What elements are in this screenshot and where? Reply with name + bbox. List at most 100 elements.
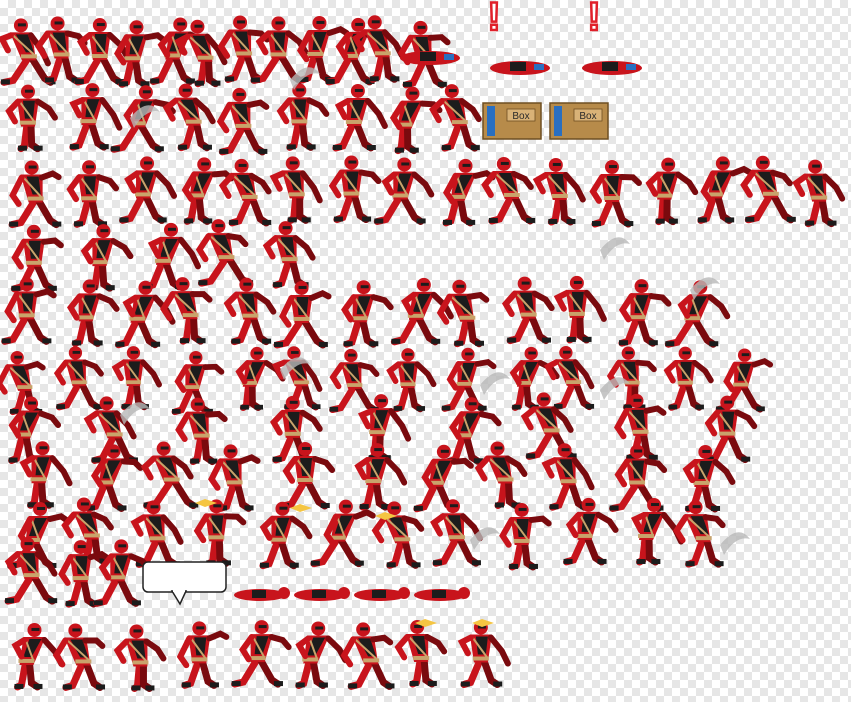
- ninja-sprite: [673, 500, 726, 568]
- muzzle-flash: [472, 619, 494, 627]
- ninja-sprite: [235, 346, 286, 411]
- ninja-sprite: [296, 15, 350, 84]
- ninja-sprite: [19, 441, 73, 509]
- ninja-sprite: [457, 620, 511, 689]
- ninja-sprite: [5, 84, 58, 153]
- ninja-sprite: [162, 83, 216, 152]
- ninja-sprite: [1, 277, 57, 345]
- ninja-sprite: [110, 85, 176, 153]
- ninja-sprite: [351, 15, 405, 83]
- ninja-sprite: [341, 280, 394, 348]
- ninja-sprite: [259, 501, 313, 570]
- slash-effect: [470, 527, 500, 550]
- box-label: Box: [512, 111, 529, 122]
- ninja-sprite: [270, 395, 323, 464]
- ninja-sprite: [269, 156, 323, 224]
- ninja-sprite: [442, 158, 496, 227]
- ninja-sprite: [10, 224, 64, 293]
- ninja-sprite: [279, 441, 336, 510]
- ninja-sprite: [389, 86, 443, 155]
- ninja-knockdown-sprite: [490, 61, 550, 75]
- ninja-sprite: [8, 160, 62, 229]
- ninja-sprite: [160, 277, 213, 345]
- ninja-sprite: [329, 348, 380, 414]
- ninja-sprite: [208, 444, 261, 512]
- ninja-sprite: [413, 444, 474, 513]
- ninja-sprite: [543, 346, 595, 411]
- ninja-sprite: [85, 444, 144, 512]
- ninja-sprite: [295, 621, 349, 690]
- ninja-sprite: [175, 397, 228, 466]
- slash-effect: [120, 402, 150, 425]
- ninja-sprite: [217, 15, 271, 83]
- ninja-sprite: [441, 347, 497, 412]
- muzzle-flash: [290, 504, 312, 512]
- slash-effect: [290, 67, 320, 90]
- ninja-sprite: [11, 622, 65, 691]
- ninja-lying-sprite: [294, 587, 350, 601]
- ninja-sprite: [589, 160, 642, 228]
- cardboard-box-sprite: Box: [482, 102, 542, 140]
- ninja-sprite: [83, 396, 138, 464]
- ninja-sprite: [499, 502, 552, 571]
- muzzle-flash: [375, 512, 397, 520]
- alert-exclamation-icon: !: [487, 0, 500, 39]
- ninja-sprite: [792, 159, 846, 228]
- ninja-sprite: [328, 155, 382, 224]
- muzzle-flash: [195, 499, 217, 507]
- muzzle-flash: [415, 619, 437, 627]
- ninja-sprite: [474, 441, 528, 509]
- ninja-sprite: [273, 280, 332, 349]
- ninja-sprite: [67, 279, 120, 347]
- ninja-sprite: [430, 499, 483, 567]
- ninja-sprite: [53, 346, 104, 411]
- slash-effect: [600, 377, 630, 400]
- ninja-sprite: [176, 621, 230, 689]
- ninja-lying-sprite: [234, 587, 290, 601]
- ninja-sprite: [553, 275, 607, 344]
- ninja-sprite: [501, 276, 555, 345]
- ninja-sprite: [373, 157, 435, 225]
- ninja-sprite: [262, 221, 316, 289]
- ninja-sprite: [563, 497, 619, 566]
- ninja-sprite: [446, 397, 502, 465]
- ninja-sprite: [130, 500, 184, 568]
- ninja-sprite: [371, 501, 425, 569]
- ninja-sprite: [223, 277, 277, 346]
- ninja-sprite: [394, 619, 448, 688]
- ninja-sprite: [174, 19, 228, 88]
- ninja-sprite: [740, 155, 796, 224]
- alert-exclamation-icon: !: [587, 0, 600, 39]
- ninja-sprite: [664, 280, 731, 348]
- ninja-sprite: [216, 87, 270, 156]
- slash-effect: [690, 277, 720, 300]
- ninja-sprite: [66, 160, 120, 228]
- ninja-sprite: [386, 348, 437, 413]
- ninja-sprite: [532, 157, 586, 226]
- slash-effect: [600, 237, 630, 260]
- ninja-sprite: [645, 157, 699, 226]
- ninja-sprite: [613, 393, 667, 462]
- ninja-sprite: [231, 620, 292, 688]
- ninja-sprite: [58, 540, 111, 608]
- ninja-sprite: [390, 277, 454, 346]
- ninja-sprite: [142, 222, 201, 291]
- ninja-sprite: [663, 346, 714, 411]
- ninja-sprite: [332, 83, 388, 152]
- ninja-sprite: [111, 346, 162, 411]
- ninja-sprite: [93, 539, 152, 607]
- speech-bubble: [142, 561, 227, 606]
- slash-effect: [130, 105, 160, 128]
- slash-effect: [720, 532, 750, 555]
- ninja-sprite: [481, 156, 536, 225]
- ninja-sprite: [119, 156, 178, 224]
- ninja-sprite: [340, 622, 395, 690]
- ninja-sprite: [618, 279, 672, 347]
- ninja-sprite: [541, 443, 595, 511]
- ninja-sprite: [4, 537, 58, 605]
- ninja-lying-sprite: [414, 587, 470, 601]
- ninja-sprite: [113, 624, 167, 692]
- ninja-sprite: [195, 219, 254, 287]
